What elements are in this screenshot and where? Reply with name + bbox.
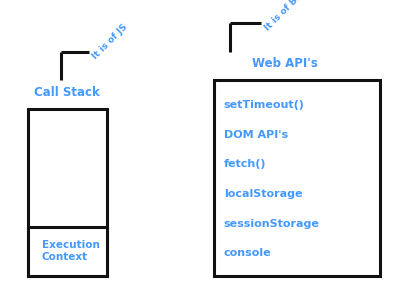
Text: It is of JS: It is of JS xyxy=(91,22,129,61)
Text: setTimeout(): setTimeout() xyxy=(224,100,305,110)
Bar xyxy=(214,80,380,276)
Text: sessionStorage: sessionStorage xyxy=(224,219,320,229)
Text: Call Stack: Call Stack xyxy=(34,86,100,99)
Text: localStorage: localStorage xyxy=(224,189,302,199)
Text: console: console xyxy=(224,248,271,258)
Text: Execution
Context: Execution Context xyxy=(42,240,100,262)
Text: Web API's: Web API's xyxy=(252,57,318,70)
Text: It is of Browser's: It is of Browser's xyxy=(263,0,330,32)
Bar xyxy=(28,109,107,276)
Text: DOM API's: DOM API's xyxy=(224,130,288,140)
Bar xyxy=(28,227,107,276)
Text: fetch(): fetch() xyxy=(224,159,266,169)
